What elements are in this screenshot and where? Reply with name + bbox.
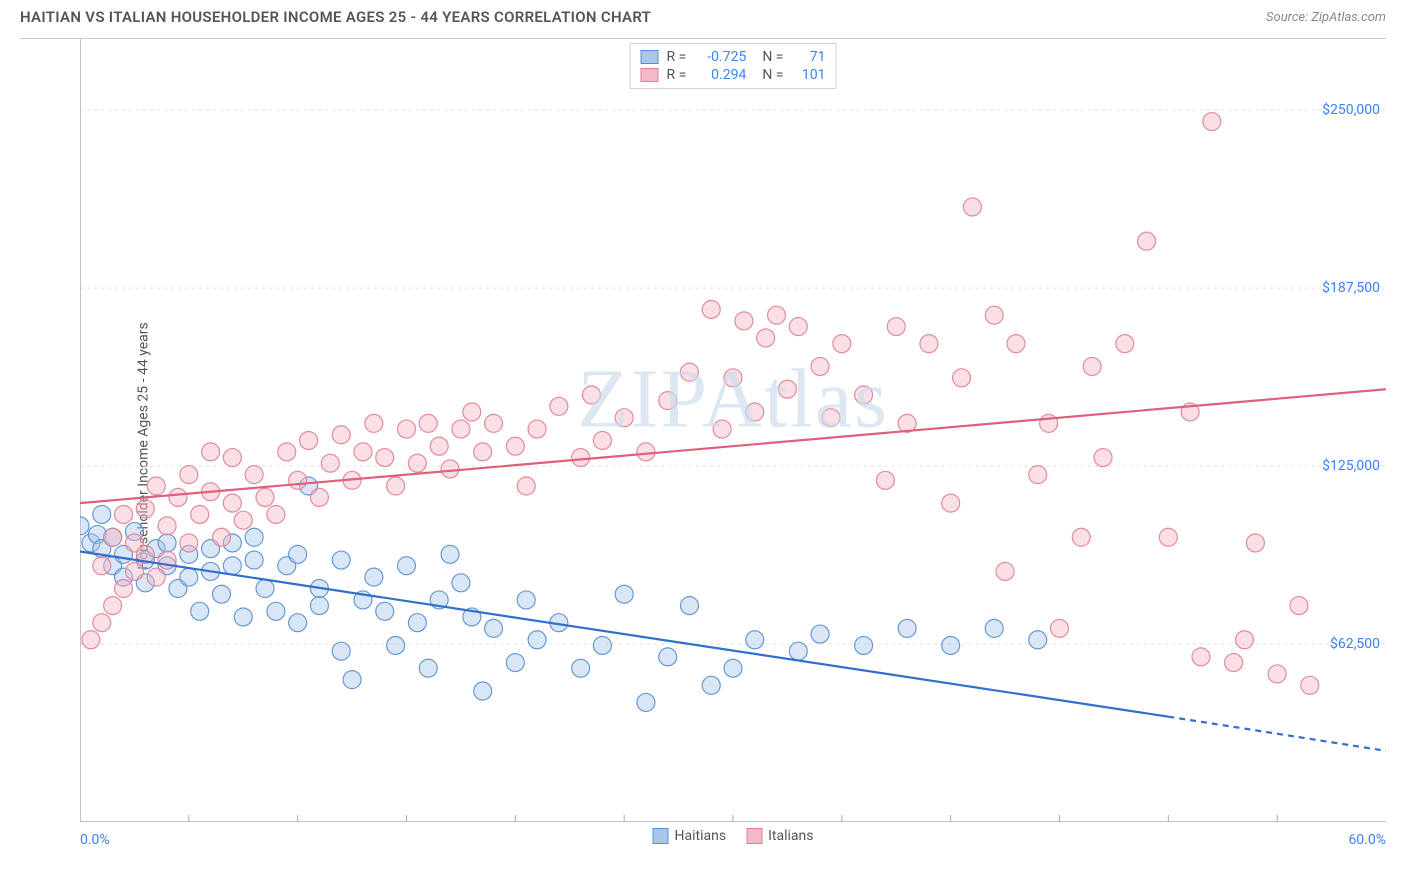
legend-item-italians: Italians xyxy=(746,828,813,844)
stats-n-value-italians: 101 xyxy=(791,67,825,83)
stats-r-label: R = xyxy=(667,67,687,83)
swatch-haitians xyxy=(653,828,669,844)
stats-n-label: N = xyxy=(762,49,783,65)
legend-item-haitians: Haitians xyxy=(653,828,727,844)
legend-label-italians: Italians xyxy=(768,828,813,844)
stats-n-value-haitians: 71 xyxy=(791,49,825,65)
x-axis-min: 0.0% xyxy=(80,832,110,848)
plot-svg xyxy=(80,39,1386,822)
y-tick-label: $250,000 xyxy=(1322,102,1380,118)
y-tick-label: $62,500 xyxy=(1330,636,1380,652)
source-attribution: Source: ZipAtlas.com xyxy=(1266,10,1386,25)
swatch-italians xyxy=(746,828,762,844)
stats-r-value-italians: 0.294 xyxy=(694,67,746,83)
x-axis-labels: 0.0% Haitians Italians 60.0% xyxy=(80,824,1386,852)
legend-label-haitians: Haitians xyxy=(675,828,727,844)
stats-n-label: N = xyxy=(762,67,783,83)
scatter-plot: R = -0.725 N = 71 R = 0.294 N = 101 ZIPA… xyxy=(80,39,1386,822)
y-tick-label: $125,000 xyxy=(1322,458,1380,474)
bottom-legend: Haitians Italians xyxy=(653,828,814,844)
stats-row-italians: R = 0.294 N = 101 xyxy=(641,66,826,84)
stats-row-haitians: R = -0.725 N = 71 xyxy=(641,48,826,66)
stats-r-label: R = xyxy=(667,49,687,65)
swatch-haitians xyxy=(641,50,659,64)
chart-title: HAITIAN VS ITALIAN HOUSEHOLDER INCOME AG… xyxy=(20,8,651,26)
swatch-italians xyxy=(641,68,659,82)
chart-container: Householder Income Ages 25 - 44 years R … xyxy=(20,38,1386,852)
y-tick-label: $187,500 xyxy=(1322,280,1380,296)
stats-legend-box: R = -0.725 N = 71 R = 0.294 N = 101 xyxy=(630,43,837,89)
stats-r-value-haitians: -0.725 xyxy=(694,49,746,65)
x-axis-max: 60.0% xyxy=(1348,832,1386,848)
